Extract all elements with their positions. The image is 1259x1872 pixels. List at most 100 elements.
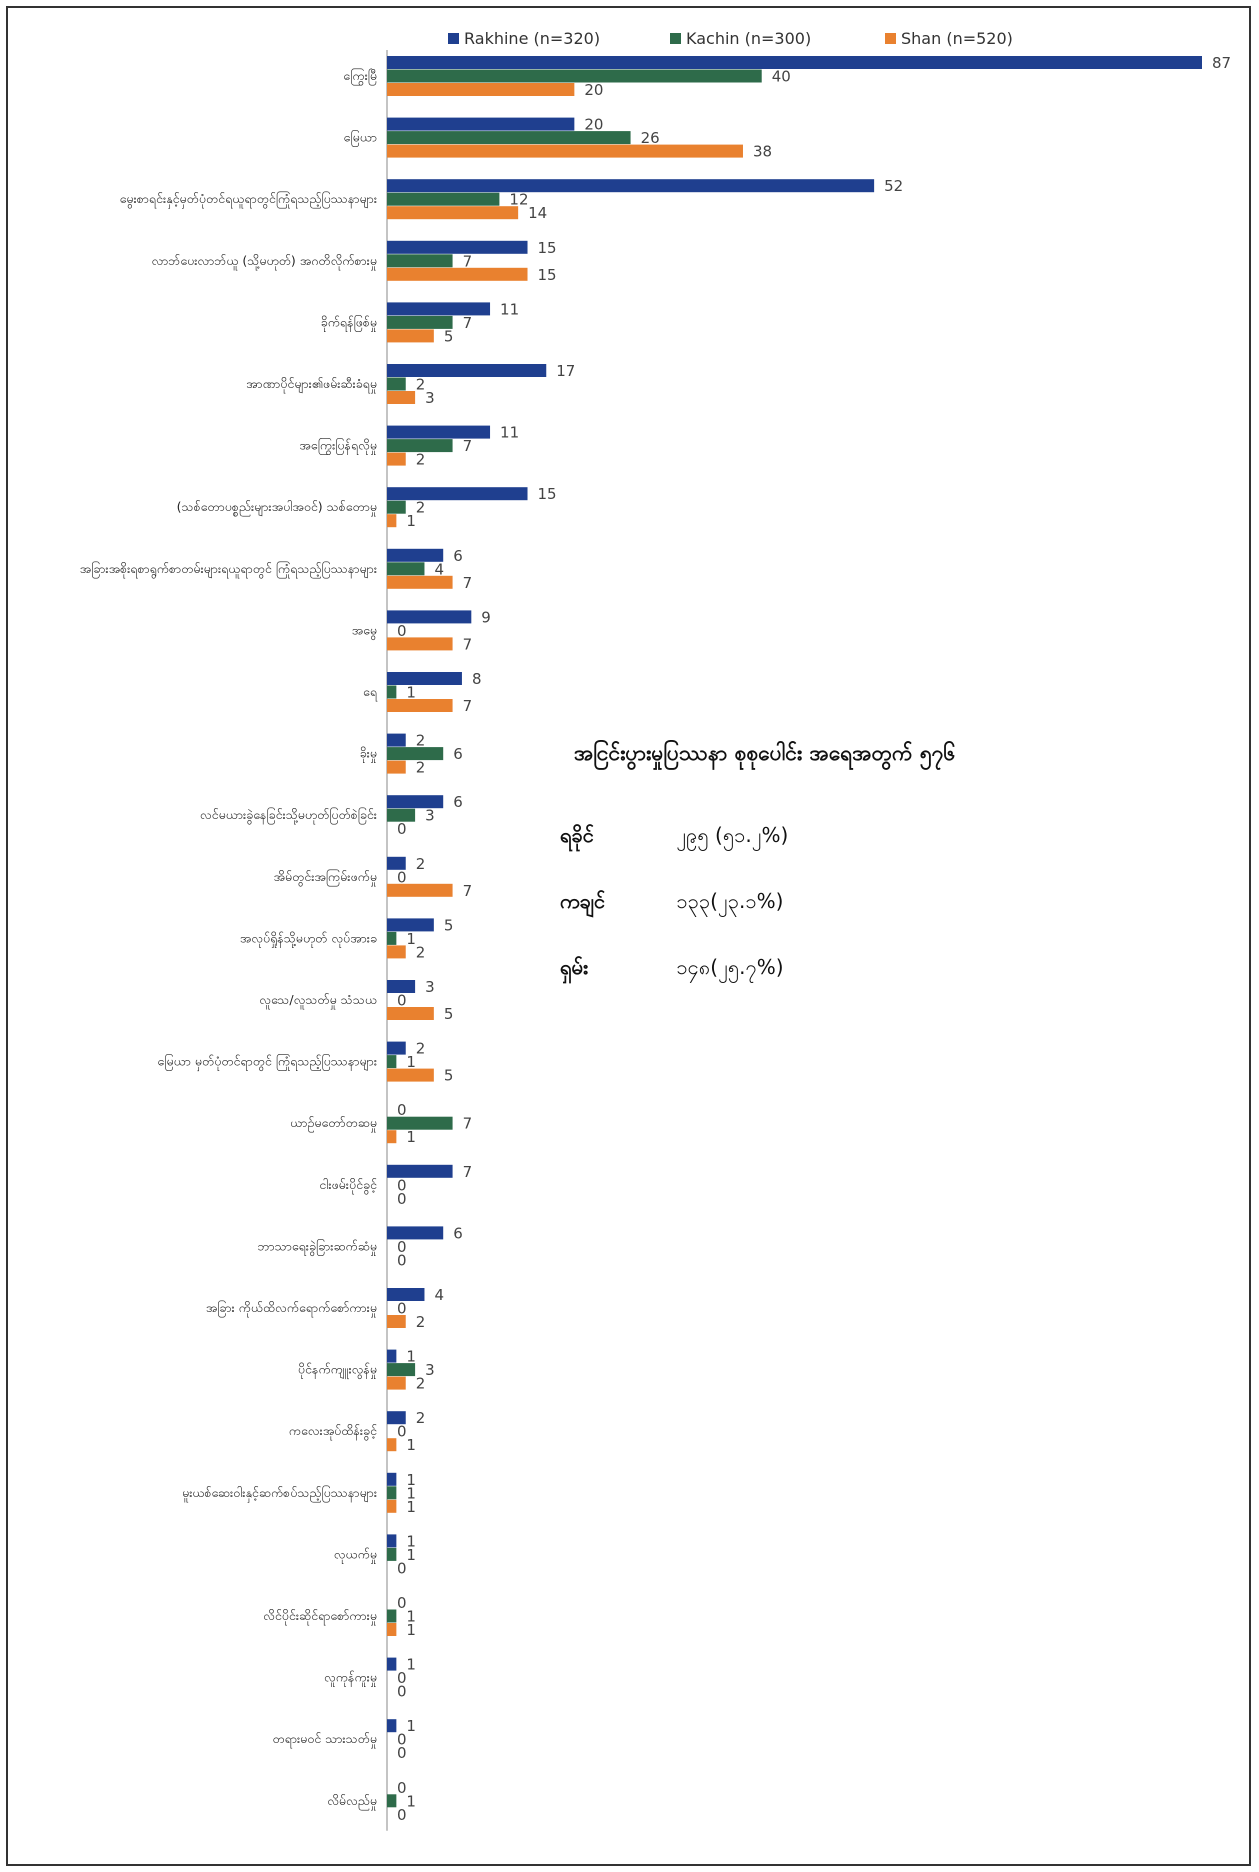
bar (387, 1226, 444, 1240)
bar (387, 69, 762, 83)
category-label: တရားမဝင် သားသတ်မှု (272, 1731, 377, 1749)
data-label: 11 (500, 300, 519, 318)
bar (387, 747, 444, 761)
data-label: 52 (884, 177, 903, 195)
bar (387, 610, 472, 624)
data-label: 3 (425, 978, 435, 996)
data-label: 1 (406, 512, 416, 530)
data-label: 3 (425, 389, 435, 407)
data-label: 20 (584, 81, 603, 99)
bar (387, 487, 528, 501)
category-label: မွေးစာရင်းနှင့်မှတ်ပုံတင်ရယူရာတွင်ကြုံရသ… (120, 190, 377, 209)
data-label: 0 (397, 1190, 407, 1208)
summary-row-value: ၁၃၃(၂၃.၁%) (676, 889, 784, 913)
bar (387, 931, 397, 945)
data-label: 20 (584, 116, 603, 134)
bar (387, 1116, 453, 1130)
bar (387, 699, 453, 712)
data-label: 7 (463, 1115, 473, 1133)
bar (387, 1623, 397, 1636)
category-label: မြေယာ (343, 129, 377, 148)
data-label: 40 (772, 68, 791, 86)
category-label: ရေ (363, 684, 378, 702)
bar (387, 883, 453, 897)
data-label: 1 (406, 1621, 416, 1639)
bar (387, 1486, 397, 1500)
bar (387, 131, 631, 145)
bar (387, 192, 500, 206)
data-label: 7 (463, 252, 473, 270)
data-label: 0 (397, 1731, 407, 1749)
bar (387, 1041, 406, 1055)
bar (387, 562, 425, 576)
bar (387, 1472, 397, 1486)
data-label: 2 (416, 499, 426, 517)
data-label: 15 (538, 239, 557, 257)
data-label: 4 (434, 560, 444, 578)
data-label: 87 (1212, 54, 1231, 72)
bar (387, 500, 406, 514)
bar (387, 391, 416, 404)
data-label: 1 (406, 1792, 416, 1810)
bar (387, 1007, 434, 1020)
category-label: လုယက်မှု (334, 1546, 377, 1564)
data-label: 1 (406, 1717, 416, 1735)
data-label: 2 (416, 943, 426, 961)
data-label: 0 (397, 1176, 407, 1194)
category-label: မြေယာ မှတ်ပုံတင်ရာတွင် ကြုံရသည့်ပြဿနာမျာ… (157, 1053, 377, 1072)
summary-row-value: ၁၄၈(၂၅.၇%) (676, 955, 784, 979)
bar (387, 240, 528, 254)
bar (387, 452, 406, 466)
bar (387, 56, 1202, 69)
summary-row-value: ၂၉၅ (၅၁.၂%) (676, 823, 789, 847)
data-label: 7 (463, 437, 473, 455)
summary-row-name: ကချင် (560, 889, 606, 913)
data-label: 2 (416, 1313, 426, 1331)
data-label: 0 (397, 1594, 407, 1612)
bar (387, 179, 875, 193)
bar (387, 1534, 397, 1548)
bar (387, 1376, 406, 1390)
data-label: 1 (406, 1436, 416, 1454)
bar (387, 808, 416, 822)
data-label: 7 (463, 1163, 473, 1181)
category-label: ပိုင်နက်ကျူးလွန်မှု (298, 1362, 377, 1380)
category-label: အလုပ်ရှိုန်သို့မဟုတ် လုပ်အားခ (240, 930, 377, 948)
bar (387, 1438, 397, 1452)
bar (387, 377, 406, 391)
data-label: 0 (397, 1423, 407, 1441)
data-label: 2 (416, 759, 426, 777)
bar (387, 1499, 397, 1513)
bar (387, 206, 519, 220)
category-label: ဘာသာရေးခွဲခြားဆက်ဆံမှု (257, 1237, 377, 1256)
bar (387, 980, 416, 993)
category-label: အခြား ကိုယ်ထိလက်ရောက်စော်ကားမှု (206, 1299, 377, 1318)
data-label: 2 (416, 855, 426, 873)
data-label: 7 (463, 882, 473, 900)
category-label: ကလေးအုပ်ထိန်းခွင့် (289, 1423, 378, 1441)
data-label: 7 (463, 314, 473, 332)
bar (387, 1794, 397, 1808)
data-label: 0 (397, 1779, 407, 1797)
bar (387, 425, 491, 439)
bar (387, 1411, 406, 1425)
data-label: 12 (509, 191, 528, 209)
bar (387, 1130, 397, 1144)
category-label: အကြွေးပြန်ရလိုမှု (299, 437, 377, 456)
data-label: 15 (538, 485, 557, 503)
data-label: 0 (397, 622, 407, 640)
category-label: လူသေ/လူသတ်မှု သံသယ (259, 992, 377, 1010)
bar (387, 733, 406, 747)
legend-entry: Rakhine (n=320) (464, 29, 600, 48)
data-label: 1 (406, 1532, 416, 1550)
bar (387, 514, 397, 528)
summary-row-name: ရခိုင် (560, 823, 594, 847)
data-label: 1 (406, 1498, 416, 1516)
category-label: ငါးဖမ်းပိုင်ခွင့် (319, 1177, 377, 1195)
data-label: 5 (444, 916, 454, 934)
data-label: 0 (397, 1559, 407, 1577)
data-label: 0 (397, 1101, 407, 1119)
bar (387, 637, 453, 651)
legend-entry: Kachin (n=300) (686, 29, 811, 48)
